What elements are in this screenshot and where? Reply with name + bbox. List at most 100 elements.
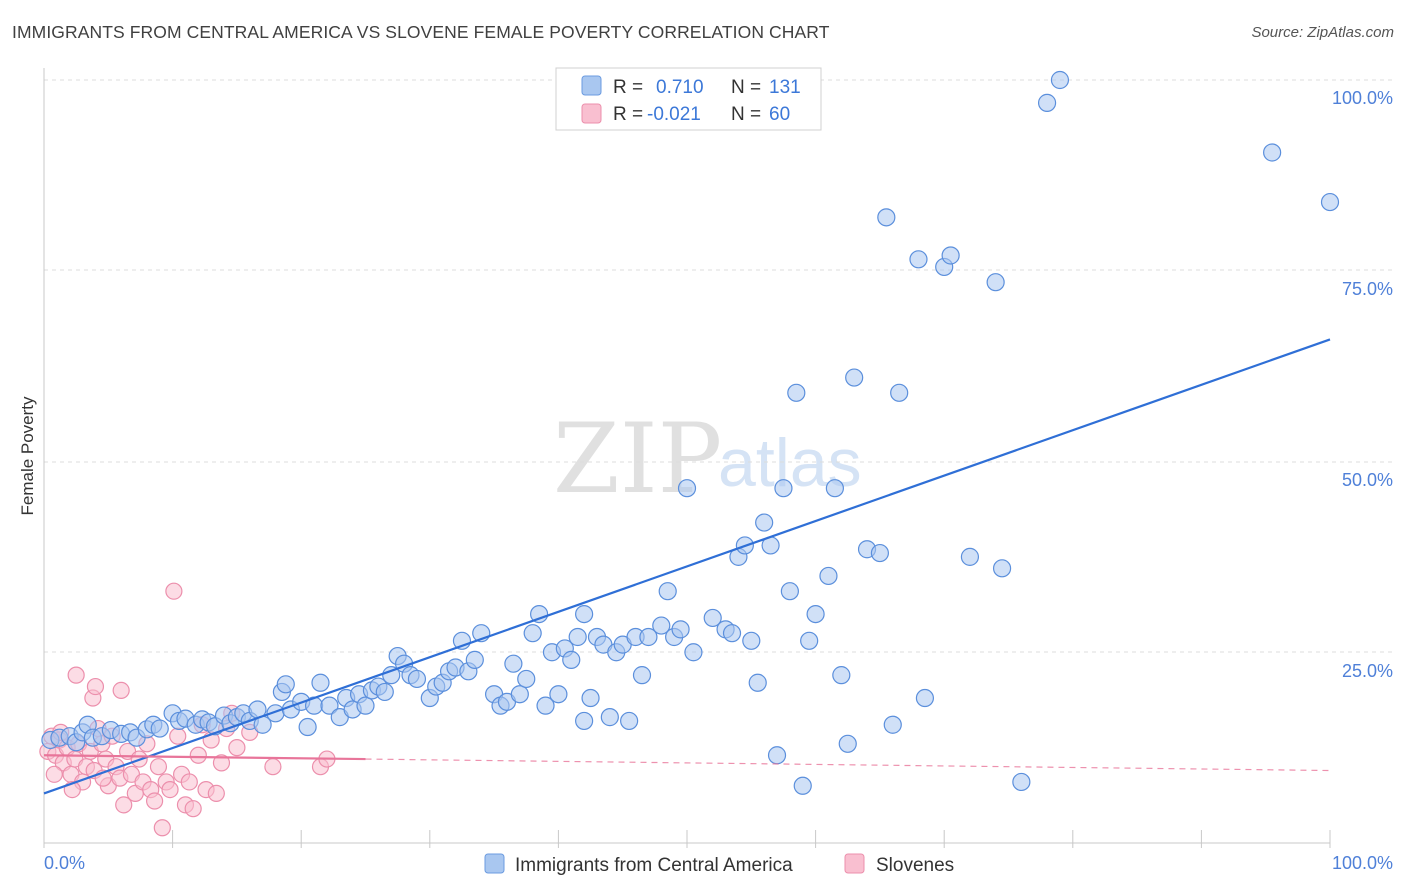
central-america-point — [800, 631, 819, 650]
chart-title: IMMIGRANTS FROM CENTRAL AMERICA VS SLOVE… — [12, 22, 830, 42]
central-america-point — [915, 688, 935, 708]
central-america-point — [530, 604, 549, 624]
central-america-point — [620, 711, 639, 731]
central-america-point — [941, 246, 960, 265]
central-america-point — [703, 608, 722, 628]
slovenes-point — [189, 746, 207, 764]
bottom-legend-swatch-blue — [484, 853, 505, 874]
source-credit: Source: ZipAtlas.com — [1251, 24, 1394, 41]
central-america-point — [549, 685, 568, 704]
central-america-point — [671, 620, 690, 639]
watermark-zip: ZIP — [553, 403, 722, 515]
central-america-trend-line — [43, 338, 1331, 795]
central-america-point — [575, 711, 594, 731]
central-america-point — [536, 696, 555, 715]
central-america-point — [562, 650, 581, 669]
x-tick-100: 100.0% — [1332, 853, 1393, 873]
central-america-point — [600, 708, 619, 727]
central-america-point — [382, 666, 401, 685]
legend-swatch-pink — [581, 103, 602, 124]
slovenes-point — [180, 773, 198, 791]
central-america-point — [658, 582, 677, 601]
legend-n-value-blue: 131 — [769, 77, 801, 98]
slovenes-point — [207, 784, 225, 803]
bottom-legend-label-blue: Immigrants from Central America — [515, 855, 793, 876]
legend-n-value-pink: 60 — [769, 104, 790, 125]
central-america-point — [883, 715, 902, 734]
slovenes-point — [45, 765, 63, 783]
central-america-point — [845, 368, 864, 387]
central-america-point — [793, 776, 812, 795]
central-america-point — [639, 627, 658, 647]
central-america-point — [276, 675, 295, 694]
grid-lines — [44, 79, 1393, 653]
legend-r-value-pink: -0.021 — [647, 104, 701, 125]
slovenes-point — [67, 666, 85, 684]
central-america-point — [832, 666, 851, 685]
central-america-point — [684, 643, 703, 662]
central-america-point — [806, 604, 825, 624]
legend-r-label-2: R = — [613, 104, 643, 125]
central-america-point — [465, 650, 484, 669]
central-america-point — [150, 719, 169, 738]
central-america-point — [677, 479, 697, 498]
central-america-point — [517, 669, 536, 689]
central-america-point — [504, 654, 523, 673]
central-america-point — [838, 734, 857, 753]
central-america-point — [581, 688, 600, 708]
y-tick-100: 100.0% — [1332, 88, 1393, 108]
central-america-point — [748, 673, 767, 692]
central-america-point — [356, 696, 375, 715]
central-america-point — [1050, 70, 1070, 90]
central-america-point — [825, 479, 844, 498]
slovenes-point — [115, 796, 133, 814]
axes — [43, 68, 1331, 848]
central-america-point — [652, 616, 671, 635]
central-america-point — [960, 547, 980, 566]
central-america-point — [767, 746, 787, 765]
central-america-point — [510, 685, 529, 704]
central-america-point — [986, 273, 1005, 292]
central-america-point — [523, 624, 542, 643]
y-tick-25: 25.0% — [1342, 661, 1393, 681]
central-america-point — [298, 717, 317, 737]
central-america-point — [568, 627, 587, 647]
slovenes-point — [264, 758, 282, 776]
slovenes-point — [145, 792, 164, 810]
central-america-point — [1012, 772, 1031, 792]
legend-r-value-blue: 0.710 — [656, 77, 704, 98]
central-america-point — [407, 669, 427, 689]
central-america-point — [780, 582, 799, 601]
y-tick-75: 75.0% — [1342, 279, 1393, 299]
slovenes-trend-line — [43, 754, 366, 761]
central-america-point — [755, 513, 774, 532]
y-tick-50: 50.0% — [1342, 470, 1393, 490]
central-america-point — [320, 696, 339, 715]
central-america-point — [890, 383, 909, 402]
slovenes-point — [149, 758, 168, 776]
bottom-legend-swatch-pink — [844, 853, 865, 874]
slovenes-point — [112, 681, 130, 700]
central-america-point — [1037, 93, 1057, 112]
slovenes-point — [169, 727, 187, 745]
slovenes-point — [153, 819, 171, 837]
central-america-point — [870, 543, 890, 563]
correlation-legend: R = 0.710 N = 131 R = -0.021 N = 60 — [555, 67, 822, 131]
central-america-point — [787, 383, 806, 402]
bottom-legend-label-pink: Slovenes — [876, 855, 954, 876]
slovenes-point — [228, 739, 246, 757]
legend-n-label-2: N = — [731, 104, 761, 125]
slovenes-point — [212, 754, 231, 772]
central-america-point — [909, 250, 928, 269]
legend-swatch-blue — [581, 75, 602, 96]
central-america-point — [375, 682, 394, 702]
slovenes-point — [161, 780, 179, 799]
series-legend: Immigrants from Central America Slovenes — [484, 853, 954, 876]
central-america-point — [311, 673, 330, 692]
central-america-point — [992, 559, 1012, 578]
central-america-point — [877, 208, 896, 227]
slovenes-point — [184, 800, 202, 818]
central-america-point — [632, 666, 652, 685]
legend-n-label: N = — [731, 77, 761, 98]
